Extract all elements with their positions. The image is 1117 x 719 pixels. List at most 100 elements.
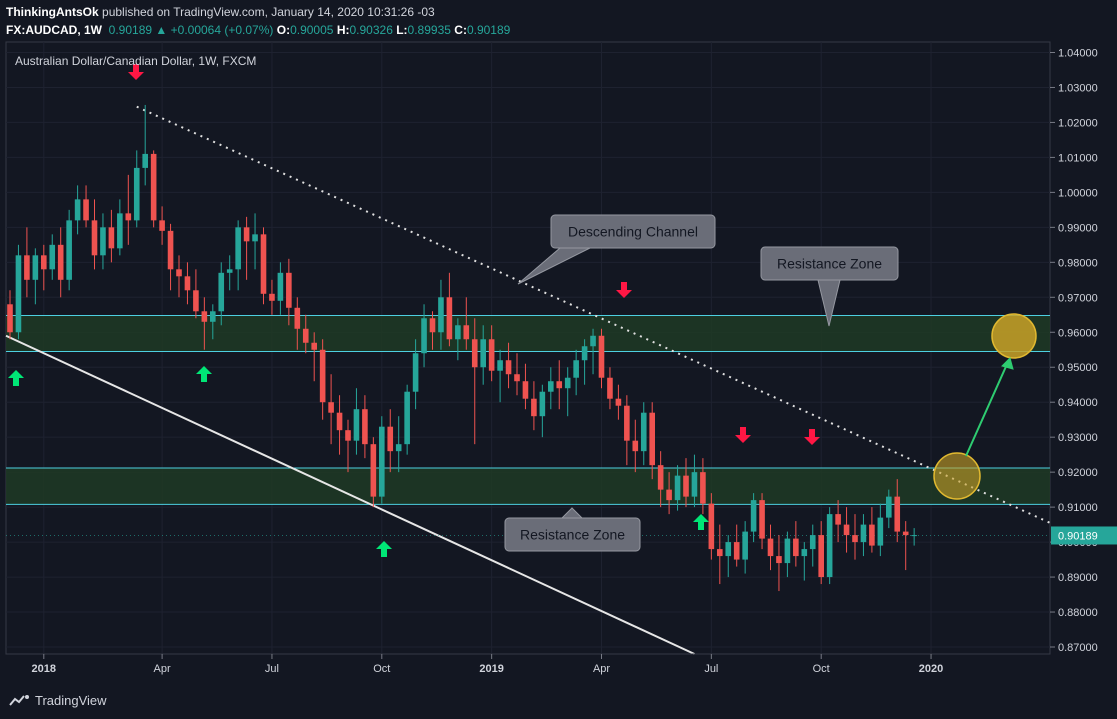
publish-info: ThinkingAntsOk published on TradingView.… [6, 5, 435, 19]
candle-body [514, 374, 520, 382]
close-value: 0.90189 [466, 23, 511, 37]
candle-body [750, 500, 757, 532]
candle-body [404, 391, 410, 445]
candle-body [193, 290, 199, 312]
candle-body [784, 538, 791, 564]
candle-body [640, 412, 647, 452]
candle-body [463, 325, 470, 340]
author-name[interactable]: ThinkingAntsOk [6, 5, 99, 19]
candle-body [210, 311, 216, 322]
low-label: L: [396, 23, 408, 37]
candle-body [902, 531, 909, 536]
target-circle [991, 313, 1037, 359]
candle-body [66, 220, 72, 280]
close-label: C: [454, 23, 467, 37]
candle-body [7, 304, 13, 333]
candle-body [438, 297, 444, 333]
candle-body [531, 398, 537, 417]
change-value: +0.00064 (+0.07%) [170, 23, 274, 37]
symbol-label[interactable]: FX:AUDCAD, 1W [6, 23, 102, 37]
x-tick-label: Oct [373, 663, 390, 675]
candle-body [590, 335, 596, 347]
high-value: 0.90326 [349, 23, 393, 37]
candle-body [725, 542, 732, 557]
candle-body [700, 472, 706, 504]
x-tick-label: 2018 [32, 663, 56, 675]
candle-body [581, 346, 588, 361]
candle-body [573, 360, 579, 378]
candle-body [826, 514, 833, 578]
candle-body [176, 269, 182, 277]
candle-body [632, 440, 639, 452]
candle-body [793, 538, 799, 557]
resistance-zone-band [6, 467, 1050, 505]
x-tick-label: Apr [154, 663, 171, 675]
candle-body [184, 276, 191, 291]
candle-body [286, 272, 292, 308]
candle-body [41, 255, 47, 270]
y-tick-label: 0.97000 [1058, 292, 1098, 304]
y-tick-label: 0.98000 [1058, 257, 1098, 269]
candle-body [683, 475, 689, 497]
down-arrow-icon [128, 64, 144, 80]
candle-body [336, 412, 343, 431]
x-tick-label: Jul [265, 663, 279, 675]
descending-channel-lower-line [5, 334, 695, 655]
candle-body [15, 255, 22, 333]
candle-body [522, 381, 529, 399]
candle-body [395, 444, 402, 452]
candle-body [894, 496, 901, 532]
candle-body [277, 272, 284, 301]
y-tick-label: 0.91000 [1058, 502, 1098, 514]
x-tick-label: 2020 [919, 663, 943, 675]
candle-body [319, 349, 326, 403]
candle-body [353, 409, 360, 441]
footer [0, 683, 1117, 719]
y-tick-label: 0.96000 [1058, 327, 1098, 339]
candle-body [379, 426, 385, 497]
candle-body [911, 535, 917, 537]
candle-body [649, 412, 655, 466]
open-value: 0.90005 [290, 23, 334, 37]
chart-title: Australian Dollar/Canadian Dollar, 1W, F… [15, 54, 256, 68]
projection-arrow-head [1001, 357, 1014, 370]
candle-body [142, 153, 148, 168]
high-label: H: [336, 23, 350, 37]
candle-body [548, 381, 554, 392]
y-tick-label: 1.04000 [1058, 47, 1098, 59]
candle-body [497, 360, 503, 371]
candle-body [835, 514, 841, 525]
candle-body [252, 234, 258, 242]
y-tick-label: 0.92000 [1058, 467, 1098, 479]
candle-body [818, 535, 824, 578]
candle-body [100, 227, 106, 256]
candle-body [226, 269, 233, 273]
y-tick-label: 0.93000 [1058, 432, 1098, 444]
candle-body [74, 199, 81, 221]
candle-body [117, 213, 123, 249]
tradingview-logo[interactable]: TradingView [8, 693, 107, 708]
candle-body [91, 220, 98, 256]
y-tick-label: 0.94000 [1058, 397, 1098, 409]
candle-body [421, 318, 427, 354]
candle-body [243, 227, 250, 242]
y-tick-label: 0.89000 [1058, 572, 1098, 584]
candle-body [302, 328, 309, 343]
candle-body [488, 339, 495, 371]
candle-body [691, 472, 698, 497]
candle-body [32, 255, 39, 280]
down-arrow-icon [616, 282, 632, 298]
y-tick-label: 0.99000 [1058, 222, 1098, 234]
candle-body [387, 426, 394, 452]
candle-body [624, 405, 630, 441]
x-tick-label: Oct [813, 663, 830, 675]
callout-box [760, 246, 899, 281]
candle-body [717, 549, 723, 557]
candle-body [843, 524, 850, 536]
chart-header: ThinkingAntsOk published on TradingView.… [0, 0, 1117, 42]
candle-body [49, 244, 56, 270]
x-tick-label: Apr [593, 663, 610, 675]
candle-body [539, 391, 546, 417]
candle-body [742, 531, 748, 560]
